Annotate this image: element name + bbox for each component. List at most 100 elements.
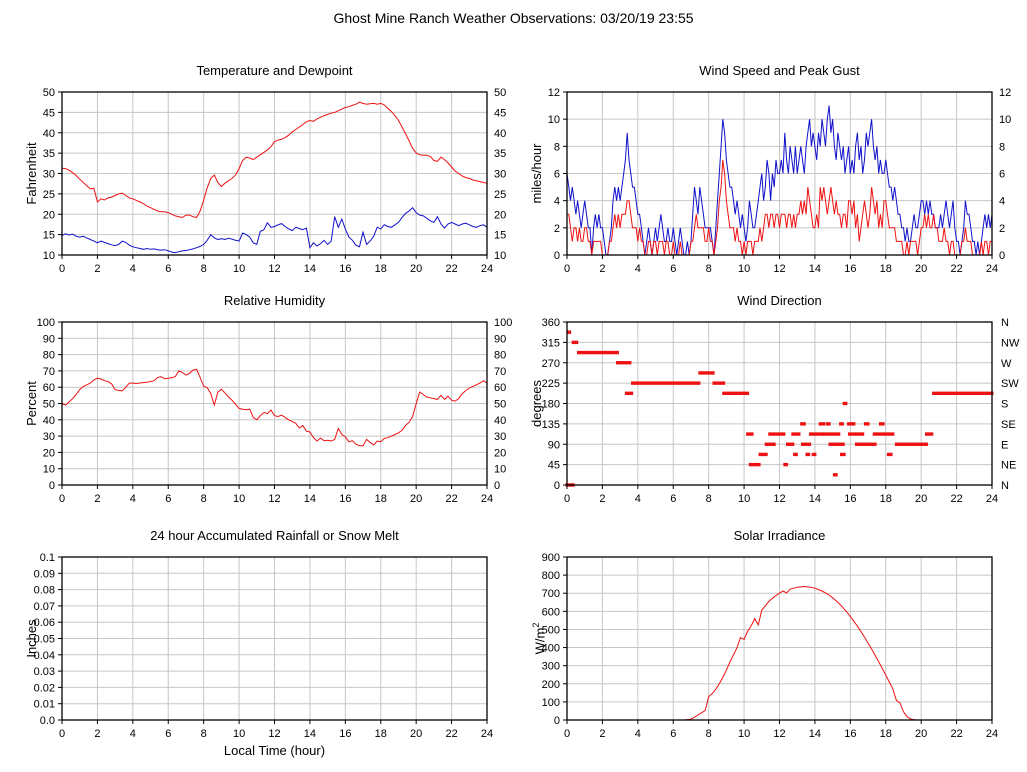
tick-label: 800 xyxy=(542,570,560,582)
tick-label: 30 xyxy=(494,431,506,443)
tick-label: 18 xyxy=(880,263,892,275)
page-title: Ghost Mine Ranch Weather Observations: 0… xyxy=(333,10,694,26)
tick-label: N xyxy=(1001,480,1009,492)
tick-label: 4 xyxy=(130,493,136,505)
tick-label: 0 xyxy=(49,480,55,492)
tick-label: 100 xyxy=(37,317,55,329)
tick-label: 0 xyxy=(59,493,65,505)
tick-label: 4 xyxy=(130,728,136,740)
tick-label: 135 xyxy=(542,419,560,431)
gridlines xyxy=(61,91,488,256)
tick-label: 22 xyxy=(445,728,457,740)
tick-label: 18 xyxy=(375,493,387,505)
tick-label: 0 xyxy=(554,250,560,262)
tick-label: 14 xyxy=(304,263,316,275)
tick-label: 16 xyxy=(339,728,351,740)
tick-label: 6 xyxy=(670,493,676,505)
tick-label: 12 xyxy=(268,493,280,505)
wind-direction-plot: 0 2 4 6 8 10 12 14 16 18 20 22 240459013518022527031… xyxy=(542,317,1020,505)
tick-label: 20 xyxy=(915,263,927,275)
tick-label: 0 xyxy=(554,480,560,492)
tick-label: 70 xyxy=(43,366,55,378)
tick-label: N xyxy=(1001,317,1009,329)
tick-label: 45 xyxy=(43,107,55,119)
tick-label: 50 xyxy=(494,399,506,411)
tick-label: 0.07 xyxy=(34,601,55,613)
series-temperature xyxy=(61,101,488,219)
tick-label: 35 xyxy=(494,148,506,160)
tick-label: 30 xyxy=(43,431,55,443)
tick-label: 14 xyxy=(809,728,821,740)
series-relative-humidity xyxy=(61,368,488,447)
tick-label: 30 xyxy=(494,169,506,181)
tick-label: W xyxy=(1001,358,1012,370)
tick-label: 14 xyxy=(809,493,821,505)
tick-label: 20 xyxy=(43,209,55,221)
tick-label: 0 xyxy=(494,480,500,492)
tick-label: 25 xyxy=(43,189,55,201)
tick-label: 18 xyxy=(880,728,892,740)
gridlines xyxy=(566,556,993,721)
tick-label: 40 xyxy=(494,415,506,427)
tick-label: 10 xyxy=(233,728,245,740)
tick-label: 10 xyxy=(999,114,1011,126)
tick-label: 10 xyxy=(738,728,750,740)
tick-label: S xyxy=(1001,399,1008,411)
tick-label: E xyxy=(1001,439,1008,451)
tick-label: 4 xyxy=(554,196,560,208)
tick-labels: 0 2 4 6 8 10 12 14 16 18 20 22 240100200300400500600… xyxy=(542,552,998,740)
tick-label: 100 xyxy=(494,317,512,329)
tick-label: 900 xyxy=(542,552,560,564)
tick-label: 90 xyxy=(43,333,55,345)
tick-label: 40 xyxy=(43,128,55,140)
chart-title: Wind Direction xyxy=(737,293,822,308)
tick-label: 20 xyxy=(494,447,506,459)
tick-label: 16 xyxy=(844,728,856,740)
axis-ticks xyxy=(563,321,993,489)
tick-label: 18 xyxy=(375,263,387,275)
tick-label: 2 xyxy=(94,728,100,740)
tick-label: 500 xyxy=(542,624,560,636)
tick-label: 2 xyxy=(599,728,605,740)
tick-label: 24 xyxy=(481,493,493,505)
tick-label: 25 xyxy=(494,189,506,201)
tick-label: 18 xyxy=(375,728,387,740)
tick-label: 20 xyxy=(410,493,422,505)
tick-label: 90 xyxy=(494,333,506,345)
tick-label: 14 xyxy=(809,263,821,275)
tick-label: 8 xyxy=(201,728,207,740)
tick-label: 10 xyxy=(548,114,560,126)
tick-label: 90 xyxy=(548,439,560,451)
tick-label: 225 xyxy=(542,378,560,390)
tick-label: 4 xyxy=(635,493,641,505)
tick-label: 10 xyxy=(233,493,245,505)
tick-labels: 0 2 4 6 8 10 12 14 16 18 20 22 240.00.010.020.030.04… xyxy=(34,552,494,740)
tick-label: 0 xyxy=(564,493,570,505)
tick-label: 10 xyxy=(494,250,506,262)
tick-label: 0 xyxy=(59,263,65,275)
tick-labels: 0 2 4 6 8 10 12 14 16 18 20 22 240102030405060708090… xyxy=(37,317,513,505)
tick-label: 16 xyxy=(844,493,856,505)
tick-label: 20 xyxy=(43,447,55,459)
axis-ticks xyxy=(563,91,993,259)
chart-title: Solar Irradiance xyxy=(733,528,826,543)
rainfall-plot: 0 2 4 6 8 10 12 14 16 18 20 22 240.00.010.020.030.04… xyxy=(34,552,494,740)
tick-label: 6 xyxy=(165,728,171,740)
series-dewpoint xyxy=(61,206,488,254)
chart-relative-humidity: Relative Humidity Percent 0 2 4 6 8 10 12 14 16 1… xyxy=(2,292,527,527)
tick-label: NW xyxy=(1001,337,1020,349)
tick-label: 20 xyxy=(915,493,927,505)
tick-label: 22 xyxy=(950,263,962,275)
chart-title: Temperature and Dewpoint xyxy=(196,63,353,78)
tick-labels: 0 2 4 6 8 10 12 14 16 18 20 22 240459013518022527031… xyxy=(542,317,1020,505)
tick-label: 6 xyxy=(999,169,1005,181)
tick-label: 8 xyxy=(706,493,712,505)
tick-label: 6 xyxy=(165,493,171,505)
tick-label: SW xyxy=(1001,378,1019,390)
tick-label: 12 xyxy=(548,87,560,99)
tick-label: 12 xyxy=(773,728,785,740)
